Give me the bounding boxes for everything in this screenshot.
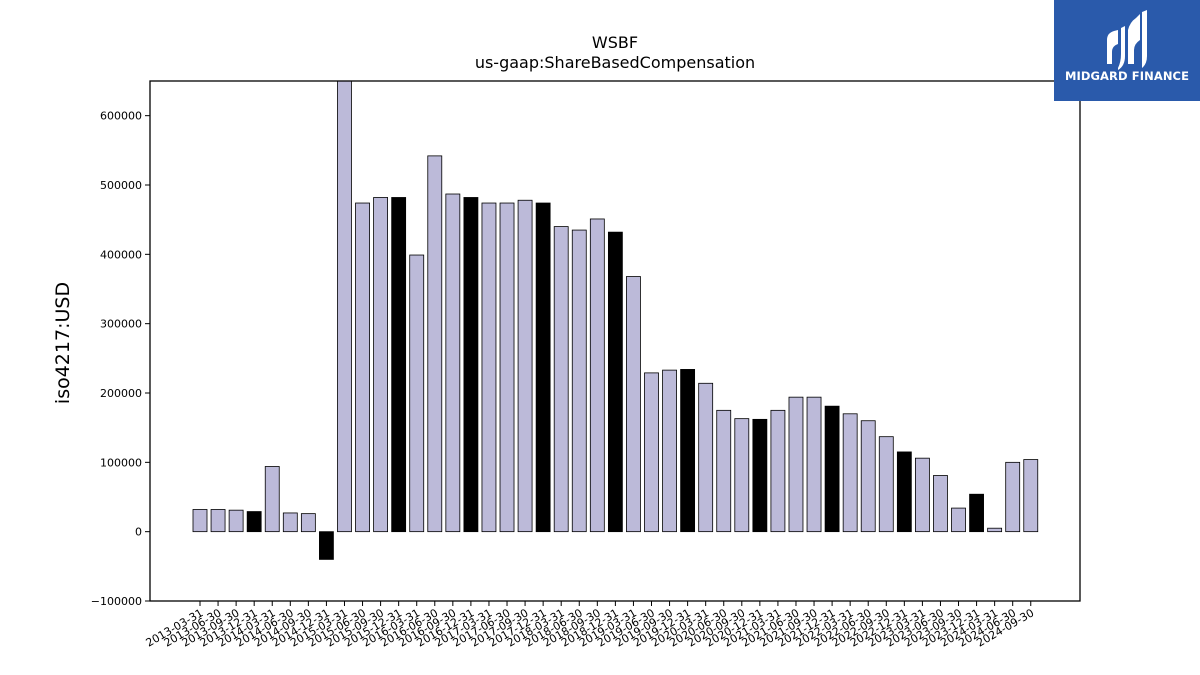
midgard-logo-icon [1107, 10, 1147, 70]
bar-2024-06-30 [1005, 461, 1021, 533]
bar-2022-03-31 [842, 413, 858, 533]
bar-2013-09-30 [228, 509, 244, 533]
bar-2021-09-30 [806, 396, 822, 533]
midgard-finance-logo: MIDGARD FINANCE [1054, 0, 1200, 101]
bar-2018-12-31 [607, 231, 623, 533]
y-tick-label: 400000 [100, 248, 142, 261]
bar-2018-09-30 [589, 218, 605, 533]
plot-frame [149, 80, 1081, 602]
bar-2024-03-31 [987, 527, 1003, 533]
y-tick-label: −100000 [91, 595, 142, 608]
bar-2024-09-30 [1023, 459, 1039, 533]
bar-2014-03-31 [264, 466, 280, 533]
bar-2022-06-30 [860, 420, 876, 533]
bar-2018-06-30 [571, 229, 587, 533]
bar-2015-03-31 [337, 80, 352, 533]
y-tick-label: 0 [135, 526, 142, 539]
bar-2020-12-31 [752, 418, 768, 533]
bar-2019-03-31 [626, 276, 641, 533]
bar-2014-12-31 [319, 531, 334, 560]
chart-subtitle: us-gaap:ShareBasedCompensation [475, 53, 755, 72]
x-axis: 2013-03-312013-06-302013-09-302013-12-31… [144, 601, 1036, 650]
bar-2017-03-31 [481, 202, 497, 533]
y-tick-label: 500000 [100, 179, 142, 192]
bar-2017-12-31 [535, 202, 551, 533]
y-axis: −100000 0 100000 200000 300000 400000 500000 60… [91, 110, 150, 608]
bar-2016-03-31 [409, 254, 425, 533]
y-tick-label: 100000 [100, 456, 142, 469]
bar-2013-12-31 [246, 511, 262, 533]
bar-2020-09-30 [734, 418, 750, 533]
chart-title: WSBF [592, 33, 638, 52]
bar-2013-03-31 [192, 509, 208, 533]
bar-2020-06-30 [716, 409, 732, 533]
bar-2021-12-31 [824, 405, 840, 533]
bar-2022-09-30 [878, 436, 894, 533]
y-tick-label: 300000 [100, 318, 142, 331]
bar-2023-06-30 [933, 475, 948, 533]
bar-2018-03-31 [553, 226, 569, 533]
bar-2019-06-30 [644, 372, 659, 533]
bar-2014-09-30 [300, 513, 316, 533]
bar-2017-09-30 [517, 199, 533, 533]
bar-2020-03-31 [698, 382, 714, 533]
bar-2022-12-31 [896, 451, 912, 533]
bar-2023-09-30 [951, 507, 966, 533]
bar-2015-09-30 [373, 197, 389, 533]
bar-2016-09-30 [445, 193, 461, 533]
bar-2021-03-31 [770, 409, 786, 533]
bar-2023-12-31 [969, 493, 984, 533]
bars-group [192, 80, 1039, 560]
y-tick-label: 600000 [100, 110, 142, 123]
y-axis-label: iso4217:USD [52, 282, 74, 404]
bar-2019-12-31 [680, 369, 696, 533]
bar-2015-12-31 [391, 197, 407, 533]
logo-text: MIDGARD FINANCE [1064, 69, 1190, 83]
bar-2015-06-30 [355, 202, 370, 533]
bar-2023-03-31 [915, 457, 930, 533]
bar-2014-06-30 [282, 512, 298, 533]
y-tick-label: 200000 [100, 387, 142, 400]
bar-2019-09-30 [662, 369, 677, 533]
bar-2016-12-31 [463, 197, 479, 533]
bar-2013-06-30 [210, 509, 226, 533]
bar-2021-06-30 [788, 396, 804, 533]
bar-2017-06-30 [499, 202, 515, 533]
bar-2016-06-30 [427, 155, 443, 533]
